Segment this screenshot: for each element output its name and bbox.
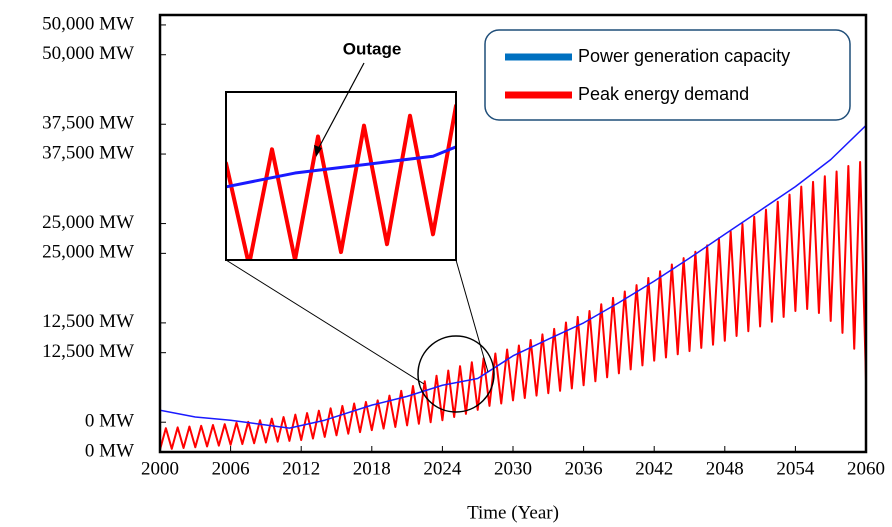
- annotation: Outage: [343, 39, 402, 58]
- legend: Power generation capacity Peak energy dem…: [505, 46, 790, 104]
- y-tick-label: 25,000 MW: [42, 212, 134, 233]
- x-axis-label: Time (Year): [467, 502, 559, 523]
- annotation-arrow: [315, 62, 365, 154]
- y-tick-label: 25,000 MW: [42, 242, 134, 263]
- x-tick-label: 2006: [212, 458, 250, 479]
- legend-label: Power generation capacity: [578, 46, 790, 66]
- y-tick-label: 0 MW: [85, 411, 134, 432]
- inset-bg: [226, 92, 456, 260]
- x-tick-label: 2054: [776, 458, 815, 479]
- zoom-connector: [455, 259, 489, 373]
- inset-frame: [225, 91, 457, 261]
- capacity-line: [160, 124, 866, 429]
- legend-box: [484, 29, 851, 121]
- y-tick-label: 50,000 MW: [42, 43, 134, 64]
- demand-line: [160, 160, 866, 450]
- arrow-head: [314, 145, 322, 157]
- y-tick-label: 12,500 MW: [42, 311, 134, 332]
- x-tick-label: 2024: [423, 458, 462, 479]
- y-tick-label: 12,500 MW: [42, 341, 134, 362]
- x-tick-label: 2048: [706, 458, 744, 479]
- x-tick-label: 2036: [565, 458, 603, 479]
- plot-lines: [160, 124, 866, 450]
- y-tick-label: 37,500 MW: [42, 142, 134, 163]
- y-tick-label: 0 MW: [85, 440, 134, 461]
- x-tick-label: 2060: [847, 458, 885, 479]
- x-tick-label: 2012: [282, 458, 320, 479]
- zoom-circle: [417, 335, 495, 413]
- y-tick-label: 50,000 MW: [42, 13, 134, 34]
- x-tick-label: 2000: [141, 458, 179, 479]
- x-tick-label: 2018: [353, 458, 391, 479]
- axes: 0 MW 0 MW 12,500 MW 12,500 MW 25,000 MW 25,00…: [42, 13, 885, 479]
- zoom-connector: [225, 259, 425, 385]
- y-tick-label: 37,500 MW: [42, 113, 134, 134]
- x-tick-label: 2042: [635, 458, 673, 479]
- legend-label: Peak energy demand: [578, 84, 749, 104]
- x-tick-label: 2030: [494, 458, 532, 479]
